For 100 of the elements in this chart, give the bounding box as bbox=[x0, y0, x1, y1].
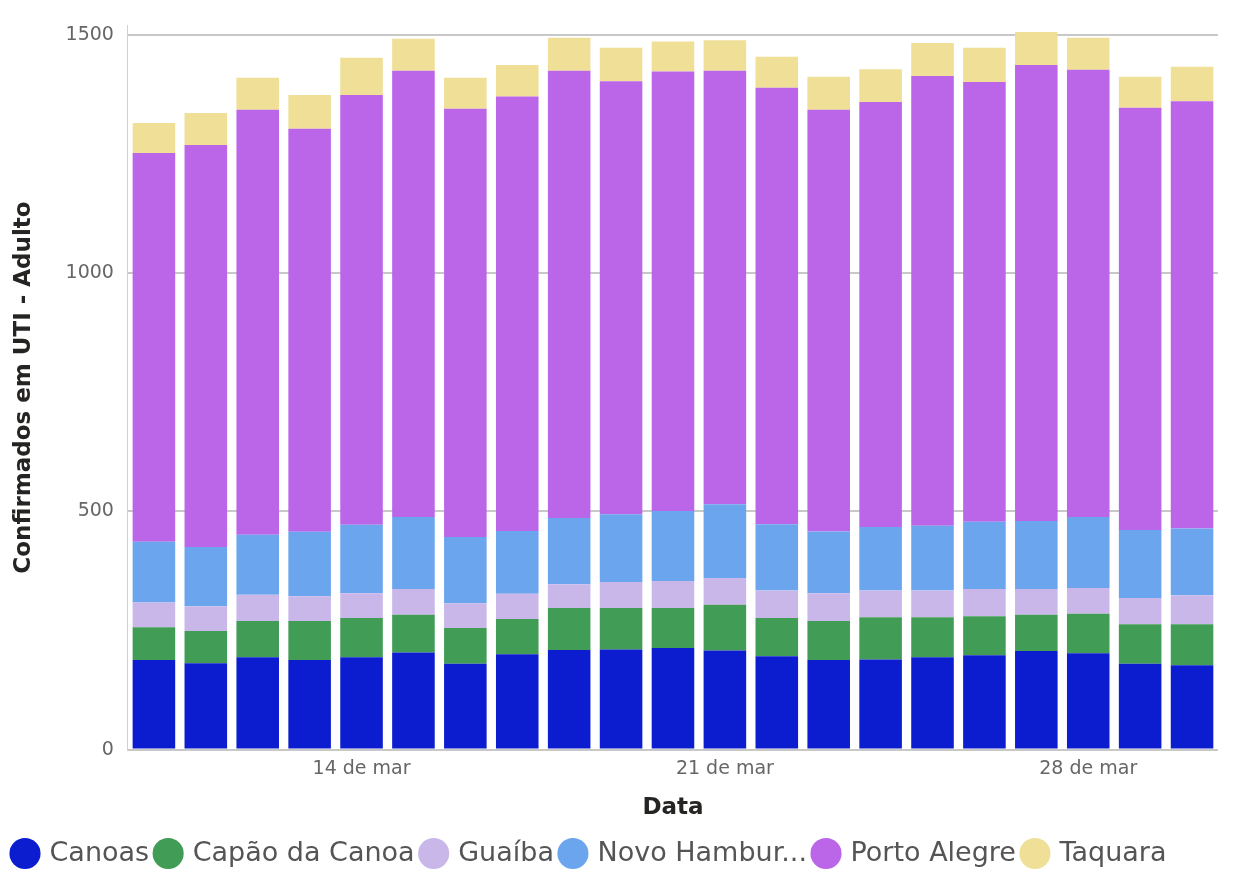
bar bbox=[1118, 598, 1162, 625]
bar bbox=[755, 87, 799, 525]
bar bbox=[703, 604, 747, 651]
bar bbox=[1170, 101, 1214, 529]
x-tick-label: 21 de mar bbox=[675, 755, 775, 778]
bar bbox=[1066, 37, 1110, 70]
bar bbox=[703, 650, 747, 749]
bar bbox=[807, 76, 850, 110]
y-tick-label: 0 bbox=[101, 736, 114, 759]
bar bbox=[340, 593, 383, 619]
bar bbox=[392, 589, 435, 615]
bar bbox=[963, 616, 1006, 656]
bar bbox=[755, 524, 799, 591]
bar bbox=[1066, 69, 1110, 518]
bar bbox=[911, 75, 954, 526]
legend-label: Taquara bbox=[1058, 835, 1167, 867]
bar bbox=[184, 606, 228, 631]
bar bbox=[495, 593, 539, 620]
bar bbox=[911, 43, 954, 76]
bar bbox=[1066, 653, 1110, 749]
bar bbox=[651, 41, 695, 72]
bar bbox=[392, 517, 435, 590]
bar bbox=[288, 660, 331, 749]
bar bbox=[1118, 624, 1162, 664]
y-tick-label: 1500 bbox=[65, 21, 114, 44]
bar bbox=[495, 96, 539, 531]
bar bbox=[392, 614, 435, 653]
bar bbox=[1170, 595, 1214, 625]
bar bbox=[703, 70, 747, 505]
bar bbox=[340, 94, 383, 525]
bar bbox=[1015, 614, 1058, 651]
bar bbox=[807, 620, 850, 661]
x-tick-label: 28 de mar bbox=[1039, 755, 1138, 778]
bar bbox=[495, 654, 539, 749]
bar bbox=[859, 527, 902, 591]
bar bbox=[859, 69, 902, 103]
bar bbox=[495, 530, 539, 594]
bar bbox=[911, 590, 954, 618]
bar bbox=[495, 64, 539, 97]
legend-label: Porto Alegre bbox=[850, 835, 1016, 867]
bar bbox=[547, 518, 591, 585]
bar bbox=[288, 531, 331, 597]
bar bbox=[1015, 650, 1058, 749]
bar bbox=[1170, 66, 1214, 102]
bar bbox=[651, 580, 695, 609]
bar bbox=[1118, 76, 1162, 108]
bar bbox=[547, 37, 591, 71]
bar bbox=[288, 596, 331, 621]
bar bbox=[184, 663, 228, 749]
bar bbox=[236, 77, 279, 110]
bar bbox=[963, 521, 1006, 590]
bar bbox=[807, 531, 850, 594]
bar bbox=[1170, 665, 1214, 749]
bar bbox=[444, 537, 487, 604]
bar bbox=[651, 608, 695, 649]
bar bbox=[807, 660, 850, 749]
legend-label: Capão da Canoa bbox=[192, 835, 415, 867]
bar bbox=[184, 144, 228, 548]
x-tick-label: 14 de mar bbox=[312, 755, 411, 778]
bar bbox=[236, 620, 279, 658]
bar bbox=[392, 652, 435, 749]
bar bbox=[911, 657, 954, 749]
bar bbox=[599, 581, 643, 609]
bar bbox=[599, 47, 643, 82]
bar bbox=[1118, 529, 1162, 599]
bar bbox=[859, 659, 902, 749]
bar bbox=[1015, 32, 1058, 65]
bar bbox=[755, 618, 799, 657]
bar bbox=[599, 514, 643, 582]
bar bbox=[1066, 588, 1110, 614]
bar bbox=[963, 47, 1006, 83]
bar bbox=[288, 620, 331, 661]
bar bbox=[236, 534, 279, 595]
bar bbox=[1015, 589, 1058, 615]
bar bbox=[184, 630, 228, 664]
bar bbox=[288, 94, 331, 129]
bar bbox=[651, 71, 695, 511]
bar bbox=[599, 649, 643, 749]
bar bbox=[132, 602, 176, 628]
y-tick-label: 1000 bbox=[65, 260, 114, 283]
bar bbox=[963, 655, 1006, 749]
bar bbox=[599, 81, 643, 515]
bar bbox=[1015, 520, 1058, 590]
bar bbox=[184, 113, 228, 145]
bar bbox=[1170, 624, 1214, 666]
bar bbox=[651, 510, 695, 581]
bar bbox=[911, 525, 954, 591]
bar bbox=[392, 70, 435, 518]
bar bbox=[1066, 517, 1110, 589]
bar bbox=[703, 40, 747, 71]
bar bbox=[1118, 107, 1162, 530]
bar bbox=[703, 578, 747, 605]
bar bbox=[807, 593, 850, 621]
bar bbox=[236, 657, 279, 749]
x-axis-title: Data bbox=[642, 793, 704, 820]
bar bbox=[859, 590, 902, 618]
bar bbox=[340, 618, 383, 658]
bar bbox=[288, 128, 331, 532]
bar bbox=[444, 628, 487, 664]
bar bbox=[807, 109, 850, 532]
